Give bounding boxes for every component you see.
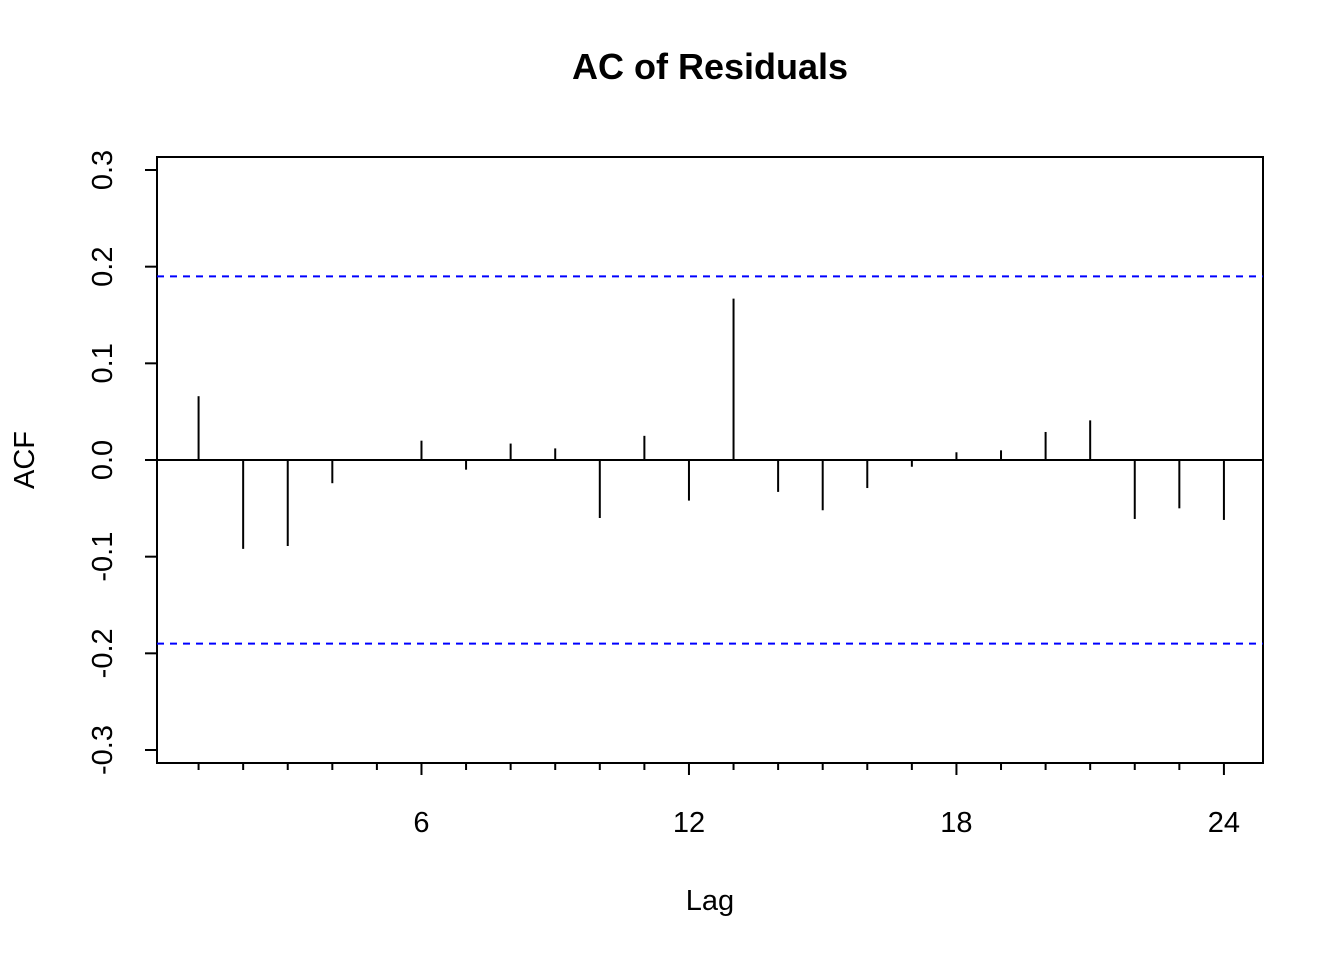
y-tick-label: -0.2 (87, 628, 119, 678)
y-tick-label: 0.2 (87, 247, 119, 287)
y-axis: -0.3 -0.2 -0.1 0.0 0.1 0.2 0.3 (87, 150, 158, 775)
x-tick-label: 24 (1208, 807, 1240, 839)
x-tick-label: 18 (940, 807, 972, 839)
x-tick-label: 12 (673, 807, 705, 839)
y-tick-label: -0.3 (87, 725, 119, 775)
y-tick-label: 0.0 (87, 440, 119, 480)
confidence-bounds (157, 275, 1263, 645)
y-tick-label: 0.1 (87, 343, 119, 383)
chart-title: AC of Residuals (572, 46, 848, 87)
x-axis-label: Lag (686, 885, 734, 917)
acf-spikes (157, 298, 1263, 549)
y-axis-label: ACF (9, 431, 41, 489)
y-tick-label: -0.1 (87, 532, 119, 582)
y-tick-label: 0.3 (87, 150, 119, 190)
x-tick-label: 6 (413, 807, 429, 839)
x-axis: 6 12 18 24 (197, 763, 1240, 839)
